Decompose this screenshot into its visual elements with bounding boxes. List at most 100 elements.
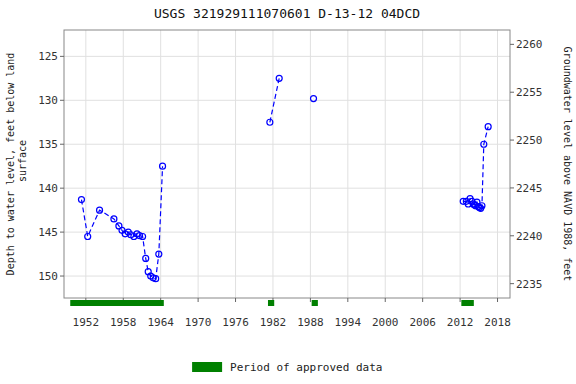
x-tick [347, 298, 348, 302]
period-bar [312, 300, 318, 306]
period-bar [268, 300, 274, 306]
legend-swatch [192, 362, 222, 372]
x-tick-label: 2018 [484, 316, 511, 329]
y2-tick-label: 2250 [516, 134, 543, 147]
y2-tick [510, 44, 514, 45]
x-tick [235, 298, 236, 302]
series [78, 163, 165, 281]
y-tick [60, 276, 64, 277]
y-axis-label: Depth to water level, feet below land su… [5, 53, 28, 276]
series-marker [267, 119, 273, 125]
x-tick-label: 1976 [222, 316, 249, 329]
approved-periods [70, 300, 474, 306]
series-marker [143, 255, 149, 261]
axes: 1952 1958 1964 1970 1976 1982 1988 1994 2000 2006… [38, 38, 542, 329]
series-marker [97, 207, 103, 213]
title: USGS 321929111070601 D-13-12 04DCD [154, 6, 420, 21]
x-tick-label: 1994 [335, 316, 362, 329]
series-marker [479, 203, 485, 209]
x-grid-line [347, 30, 348, 298]
y-tick-label: 150 [38, 270, 58, 283]
x-tick-label: 1952 [73, 316, 100, 329]
y-tick-label: 135 [38, 138, 58, 151]
y2-tick-label: 2245 [516, 182, 543, 195]
x-grid-line [235, 30, 236, 298]
series-marker [78, 197, 84, 203]
x-tick-label: 2012 [447, 316, 474, 329]
plot-frame [64, 30, 510, 298]
x-grid-line [85, 30, 86, 298]
series-line [463, 127, 488, 209]
y2-tick-label: 2260 [516, 38, 543, 51]
y-grid-line [64, 144, 510, 145]
series-marker [485, 124, 491, 130]
y2-tick-label: 2240 [516, 230, 543, 243]
series [267, 75, 282, 125]
y2-tick-label: 2235 [516, 278, 543, 291]
x-tick-label: 1988 [297, 316, 324, 329]
y-tick [60, 232, 64, 233]
x-tick [310, 298, 311, 302]
y2-tick [510, 283, 514, 284]
series-marker [85, 233, 91, 239]
y-grid-line [64, 100, 510, 101]
x-tick-label: 1958 [110, 316, 137, 329]
period-bar [70, 300, 164, 306]
legend-label: Period of approved data [230, 361, 382, 374]
x-tick [460, 298, 461, 302]
y2-tick [510, 235, 514, 236]
series [311, 96, 317, 102]
y2-tick [510, 140, 514, 141]
x-tick [497, 298, 498, 302]
series-line [270, 78, 279, 122]
x-tick-label: 1964 [147, 316, 174, 329]
grid [64, 30, 510, 298]
y2-tick [510, 187, 514, 188]
series-marker [111, 216, 117, 222]
x-grid-line [422, 30, 423, 298]
x-tick-label: 2000 [372, 316, 399, 329]
period-bar [461, 300, 473, 306]
series-marker [276, 75, 282, 81]
y-tick-label: 130 [38, 94, 58, 107]
x-grid-line [272, 30, 273, 298]
y-tick [60, 188, 64, 189]
x-grid-line [497, 30, 498, 298]
x-grid-line [460, 30, 461, 298]
x-tick-label: 2006 [409, 316, 436, 329]
background [0, 0, 576, 384]
series-marker [311, 96, 317, 102]
x-tick-label: 1982 [260, 316, 287, 329]
y-grid-line [64, 276, 510, 277]
x-grid-line [123, 30, 124, 298]
x-tick [385, 298, 386, 302]
chart: 1952 1958 1964 1970 1976 1982 1988 1994 2000 2006… [0, 0, 576, 384]
y-grid-line [64, 56, 510, 57]
series-marker [160, 163, 166, 169]
x-tick [198, 298, 199, 302]
y-axis-label-line: Depth to water level, feet below land [5, 53, 16, 276]
y-tick [60, 56, 64, 57]
x-grid-line [385, 30, 386, 298]
y-tick [60, 100, 64, 101]
plot-area [78, 75, 491, 281]
y2-axis-label: Groundwater level above NAVD 1988, feet [562, 47, 573, 282]
y-grid-line [64, 188, 510, 189]
x-grid-line [310, 30, 311, 298]
x-tick-label: 1970 [185, 316, 212, 329]
series-marker [140, 233, 146, 239]
y2-tick-label: 2255 [516, 86, 543, 99]
series-marker [153, 276, 159, 282]
x-tick [422, 298, 423, 302]
y-axis-label-line: surface [17, 140, 28, 188]
y-tick-label: 125 [38, 50, 58, 63]
series-marker [481, 141, 487, 147]
legend: Period of approved data [192, 361, 382, 374]
series-line [81, 166, 162, 278]
series-marker [156, 251, 162, 257]
y2-tick [510, 92, 514, 93]
x-grid-line [198, 30, 199, 298]
y-tick [60, 144, 64, 145]
series [460, 124, 491, 212]
y-tick-label: 145 [38, 226, 58, 239]
